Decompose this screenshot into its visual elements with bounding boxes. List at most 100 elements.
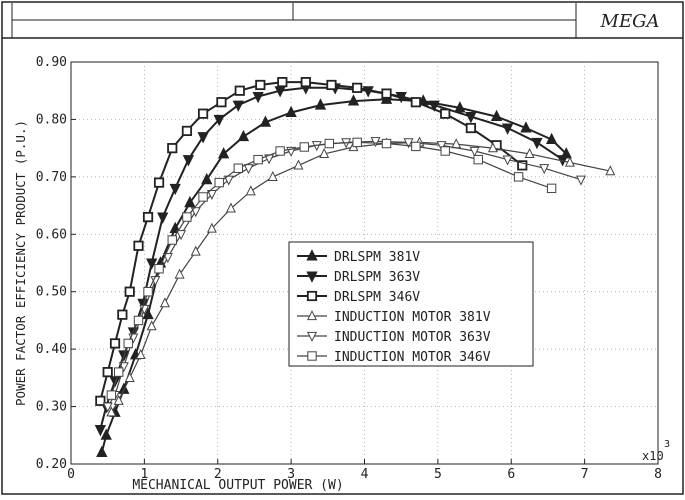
y-tick-label: 0.30 <box>36 400 67 415</box>
data-point <box>182 155 195 167</box>
x-tick-label: 4 <box>361 467 369 482</box>
x-multiplier: x10 <box>642 449 664 463</box>
data-point <box>96 445 108 458</box>
data-point <box>143 287 153 297</box>
legend-label: INDUCTION MOTOR 346V <box>334 350 491 365</box>
legend-item: DRLSPM 363V <box>297 270 420 285</box>
legend-item: INDUCTION MOTOR 381V <box>297 310 491 325</box>
data-point <box>326 79 337 91</box>
data-point <box>275 146 285 156</box>
data-point <box>100 428 112 440</box>
data-point <box>217 147 230 159</box>
data-point <box>513 172 524 182</box>
data-point <box>524 147 535 158</box>
data-point <box>324 138 334 149</box>
data-point <box>234 85 245 96</box>
data-point <box>124 286 135 297</box>
data-point <box>142 211 154 223</box>
y-axis-title: POWER FACTOR EFFICIENCY PRODUCT (P.U.) <box>13 120 28 406</box>
legend-item: INDUCTION MOTOR 346V <box>297 350 491 365</box>
data-point <box>167 143 178 154</box>
data-point <box>135 348 146 359</box>
data-point <box>259 115 272 127</box>
data-point <box>380 92 393 104</box>
legend: DRLSPM 381V DRLSPM 363V DRLSPM 346V INDUCTI… <box>288 241 534 367</box>
data-point <box>117 309 128 320</box>
data-point <box>245 185 256 196</box>
data-point <box>167 235 177 245</box>
data-point <box>213 114 225 127</box>
data-point <box>352 82 363 93</box>
legend-item: DRLSPM 381V <box>297 249 420 265</box>
data-point <box>267 170 278 181</box>
data-point <box>469 146 480 157</box>
y-tick-label: 0.90 <box>36 55 67 70</box>
legend-swatch-marker <box>306 310 318 321</box>
data-point <box>293 159 304 170</box>
data-point <box>109 338 121 349</box>
data-point <box>454 101 466 113</box>
x-multiplier-exponent: 3 <box>664 439 670 450</box>
data-point <box>502 155 513 166</box>
data-point <box>501 123 514 135</box>
data-point <box>277 77 288 88</box>
legend-item: INDUCTION MOTOR 363V <box>297 330 491 345</box>
data-point <box>201 172 213 185</box>
legend-swatch-marker <box>306 290 318 302</box>
legend-box <box>288 241 534 367</box>
data-point <box>157 212 169 224</box>
data-point <box>440 146 450 156</box>
data-point <box>575 175 586 186</box>
data-point <box>216 97 227 108</box>
data-point <box>410 97 421 108</box>
data-point <box>197 132 209 144</box>
data-point <box>232 100 244 112</box>
legend-swatch-marker <box>306 331 318 342</box>
data-point <box>106 390 117 400</box>
data-point <box>133 240 144 251</box>
data-point <box>174 268 185 279</box>
legend-label: INDUCTION MOTOR 363V <box>334 330 491 345</box>
x-tick-label: 2 <box>214 467 222 482</box>
data-point <box>181 125 193 137</box>
data-point <box>252 91 264 104</box>
data-point <box>564 156 575 167</box>
data-point <box>490 109 503 122</box>
data-point <box>184 195 196 208</box>
data-point <box>198 192 208 202</box>
data-point <box>436 141 447 152</box>
data-point <box>153 177 165 188</box>
data-point <box>162 253 173 264</box>
y-tick-label: 0.70 <box>36 170 67 185</box>
data-point <box>465 122 476 134</box>
data-point <box>274 86 286 98</box>
legend-label: DRLSPM 381V <box>334 250 420 265</box>
data-point <box>123 338 133 349</box>
data-point <box>154 264 164 274</box>
data-point <box>473 154 483 165</box>
data-point <box>352 137 362 148</box>
legend-label: DRLSPM 346V <box>334 290 420 305</box>
data-point <box>206 222 217 233</box>
x-tick-label: 1 <box>140 467 148 482</box>
data-point <box>347 94 360 106</box>
data-point <box>133 315 144 326</box>
data-point <box>206 189 217 201</box>
data-point <box>146 258 158 270</box>
series-line <box>110 141 552 396</box>
data-point <box>102 402 113 413</box>
data-point <box>370 137 381 148</box>
data-point <box>113 367 124 377</box>
x-tick-label: 0 <box>67 467 75 482</box>
axis-ticks: 0 1 2 3 4 5 6 7 8 0.20 0.30 0.40 0.50 0.60 0.70 0.80 0.9… <box>36 55 662 482</box>
data-point <box>314 98 327 110</box>
data-point <box>605 165 616 176</box>
data-point <box>169 183 181 196</box>
legend-item: DRLSPM 346V <box>297 290 420 305</box>
y-tick-label: 0.20 <box>36 457 67 472</box>
data-point <box>428 100 440 112</box>
data-point <box>109 376 121 388</box>
data-point <box>233 163 243 173</box>
